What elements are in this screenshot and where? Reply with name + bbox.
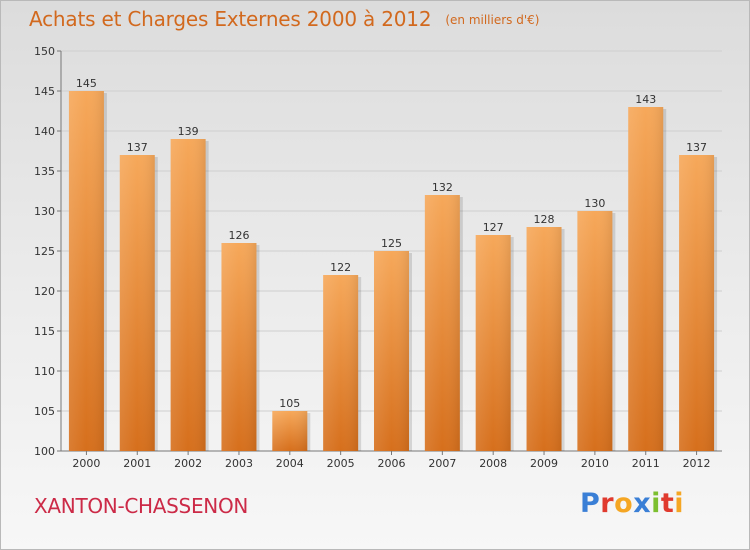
logo-letter: r (600, 488, 615, 519)
y-tick-label: 150 (34, 45, 55, 58)
data-label: 122 (330, 261, 351, 274)
bar-shine (272, 411, 308, 451)
bar-layer (68, 91, 718, 451)
x-tick-label: 2006 (378, 457, 406, 470)
chart-title-text: Achats et Charges Externes 2000 à 2012 (29, 7, 432, 31)
data-label: 143 (635, 93, 656, 106)
data-label: 145 (76, 77, 97, 90)
x-tick-label: 2010 (581, 457, 609, 470)
data-label: 130 (584, 197, 605, 210)
x-tick-label: 2009 (530, 457, 558, 470)
chart-title: Achats et Charges Externes 2000 à 2012 (e… (29, 7, 539, 31)
label-layer: 145 2000 137 2001 139 2002 126 2003 105 2004 122 20… (72, 77, 710, 470)
x-tick-label: 2011 (632, 457, 660, 470)
x-tick-label: 2002 (174, 457, 202, 470)
bar-shine (577, 211, 613, 451)
x-tick-label: 2005 (327, 457, 355, 470)
bar-shine (221, 243, 257, 451)
commune-name: XANTON-CHASSENON (34, 494, 249, 518)
bar-shine (526, 227, 562, 451)
x-tick-label: 2008 (479, 457, 507, 470)
logo-letter: x (633, 488, 652, 519)
data-label: 139 (178, 125, 199, 138)
bar-shine (679, 155, 715, 451)
data-label: 105 (279, 397, 300, 410)
data-label: 137 (686, 141, 707, 154)
logo-letter: i (651, 488, 661, 519)
bar-shine (68, 91, 104, 451)
bar-shine (475, 235, 511, 451)
x-tick-label: 2000 (72, 457, 100, 470)
data-label: 125 (381, 237, 402, 250)
x-tick-label: 2001 (123, 457, 151, 470)
x-tick-label: 2004 (276, 457, 304, 470)
y-tick-label: 125 (34, 245, 55, 258)
y-tick-label: 105 (34, 405, 55, 418)
data-label: 127 (483, 221, 504, 234)
y-tick-label: 140 (34, 125, 55, 138)
y-tick-label: 120 (34, 285, 55, 298)
bar-shine (374, 251, 409, 451)
logo-letter: i (674, 488, 685, 519)
y-tick-label: 110 (34, 365, 55, 378)
logo-letter: P (580, 488, 601, 519)
x-tick-label: 2007 (428, 457, 456, 470)
data-label: 137 (127, 141, 148, 154)
bar-shine (170, 139, 206, 451)
logo-letter: t (660, 488, 675, 519)
proxiti-logo: Proxiti (580, 488, 684, 519)
data-label: 126 (228, 229, 249, 242)
y-tick-label: 100 (34, 445, 55, 458)
data-label: 132 (432, 181, 453, 194)
bar-shine (119, 155, 155, 451)
bar-shine (323, 275, 359, 451)
bar-shine (628, 107, 664, 451)
bar-shine (424, 195, 460, 451)
logo-letter: o (614, 488, 634, 519)
data-label: 128 (534, 213, 555, 226)
y-tick-label: 135 (34, 165, 55, 178)
y-tick-label: 115 (34, 325, 55, 338)
chart-unit: (en milliers d'€) (445, 13, 540, 27)
x-tick-label: 2003 (225, 457, 253, 470)
y-tick-label: 145 (34, 85, 55, 98)
x-tick-label: 2012 (683, 457, 711, 470)
y-tick-label: 130 (34, 205, 55, 218)
